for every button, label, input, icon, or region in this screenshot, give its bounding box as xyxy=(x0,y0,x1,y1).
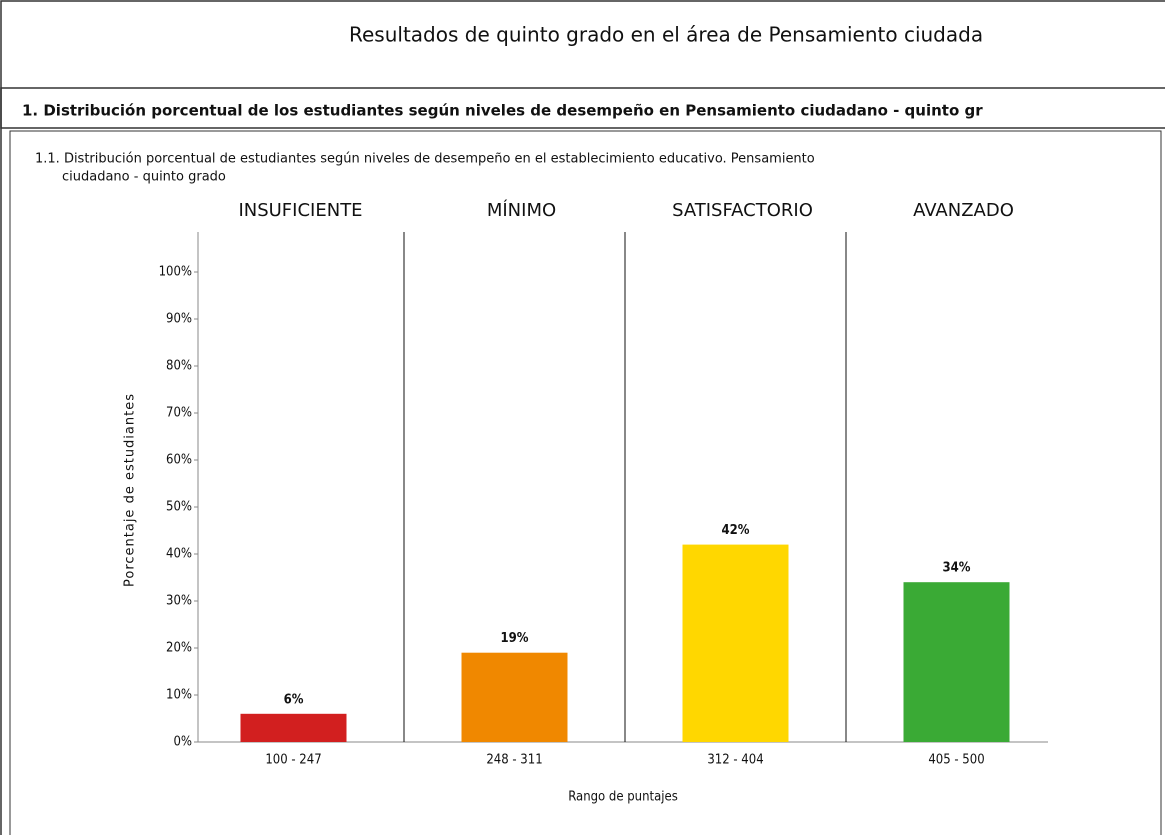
level-name: INSUFICIENTE xyxy=(238,200,362,221)
chart-title: ciudadano - quinto grado xyxy=(62,170,226,185)
x-tick-label: 248 - 311 xyxy=(486,753,542,768)
x-axis-label: Rango de puntajes xyxy=(568,790,678,805)
report-title: Resultados de quinto grado en el área de… xyxy=(349,23,983,47)
chart-frame xyxy=(9,130,1162,835)
bar xyxy=(682,544,789,742)
y-tick-label: 60% xyxy=(166,453,192,468)
value-label: 42% xyxy=(722,523,750,538)
bar xyxy=(461,652,568,742)
y-tick-label: 70% xyxy=(166,406,192,421)
x-tick-label: 100 - 247 xyxy=(265,753,321,768)
y-tick-label: 10% xyxy=(166,688,192,703)
y-tick-label: 40% xyxy=(166,547,192,562)
y-tick-label: 20% xyxy=(166,641,192,656)
y-tick-label: 50% xyxy=(166,500,192,515)
level-name: SATISFACTORIO xyxy=(672,200,813,221)
y-tick-label: 0% xyxy=(173,735,192,750)
y-axis-label: Porcentaje de estudiantes xyxy=(123,393,138,587)
chart-title: 1.1. Distribución porcentual de estudian… xyxy=(35,152,815,167)
value-label: 6% xyxy=(284,692,304,707)
x-tick-label: 312 - 404 xyxy=(707,753,763,768)
x-tick-label: 405 - 500 xyxy=(928,753,984,768)
y-tick-label: 80% xyxy=(166,359,192,374)
value-label: 34% xyxy=(943,561,971,576)
value-label: 19% xyxy=(501,631,529,646)
section-title: 1. Distribución porcentual de los estudi… xyxy=(22,102,983,120)
level-name: AVANZADO xyxy=(913,200,1014,221)
level-name: MÍNIMO xyxy=(487,199,556,221)
section-frame xyxy=(0,87,1165,129)
y-tick-label: 90% xyxy=(166,312,192,327)
bar xyxy=(240,713,347,742)
bar xyxy=(903,582,1010,742)
y-tick-label: 30% xyxy=(166,594,192,609)
y-tick-label: 100% xyxy=(159,265,192,280)
